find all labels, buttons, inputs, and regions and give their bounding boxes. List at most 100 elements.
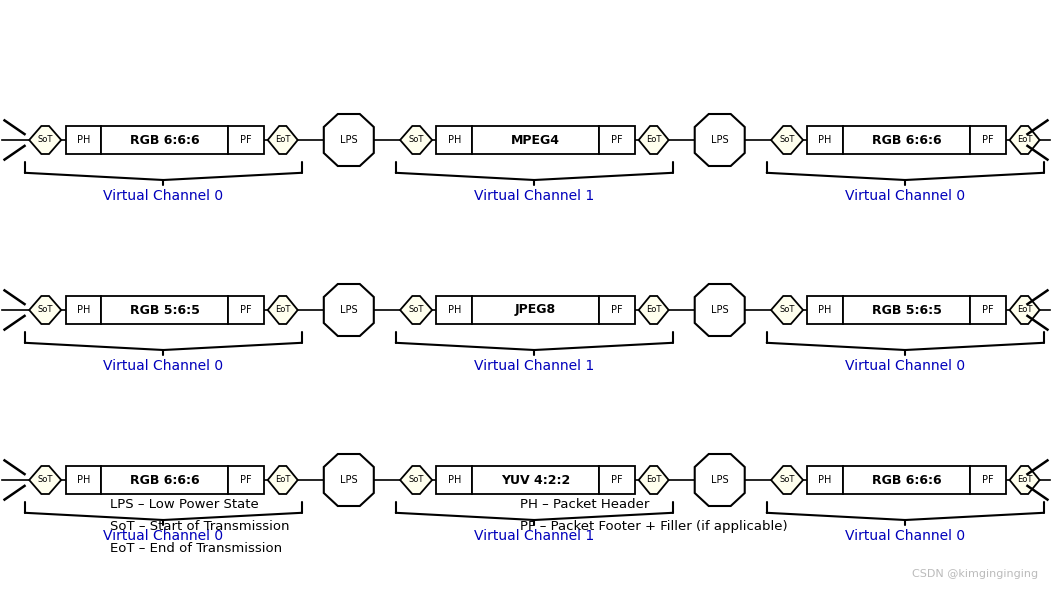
Text: :: : <box>143 476 147 490</box>
FancyBboxPatch shape <box>101 126 229 154</box>
Text: SoT: SoT <box>38 476 53 485</box>
Text: RGB 6:6:6: RGB 6:6:6 <box>872 134 941 147</box>
Text: PF: PF <box>240 305 252 315</box>
Text: PF: PF <box>240 135 252 145</box>
FancyBboxPatch shape <box>970 466 1006 494</box>
FancyBboxPatch shape <box>843 296 970 324</box>
Text: LPS: LPS <box>711 305 729 315</box>
FancyBboxPatch shape <box>472 296 599 324</box>
Text: PF: PF <box>611 135 622 145</box>
Polygon shape <box>1010 466 1039 494</box>
Text: PH: PH <box>448 135 461 145</box>
FancyBboxPatch shape <box>808 466 843 494</box>
FancyBboxPatch shape <box>101 466 229 494</box>
Polygon shape <box>639 296 669 324</box>
FancyBboxPatch shape <box>599 466 635 494</box>
Text: EoT: EoT <box>1017 476 1032 485</box>
Polygon shape <box>771 466 803 494</box>
Polygon shape <box>695 284 744 336</box>
FancyBboxPatch shape <box>229 126 263 154</box>
Text: SoT: SoT <box>779 476 795 485</box>
FancyBboxPatch shape <box>808 296 843 324</box>
FancyBboxPatch shape <box>843 126 970 154</box>
Text: RGB 6:6:6: RGB 6:6:6 <box>872 473 941 486</box>
Text: SoT: SoT <box>409 476 423 485</box>
Text: PH – Packet Header: PH – Packet Header <box>520 498 650 511</box>
FancyBboxPatch shape <box>843 466 970 494</box>
Polygon shape <box>29 466 61 494</box>
FancyBboxPatch shape <box>472 466 599 494</box>
Text: EoT: EoT <box>275 135 291 145</box>
Text: RGB 6:6:6: RGB 6:6:6 <box>130 473 199 486</box>
Text: PH: PH <box>818 475 832 485</box>
Text: Virtual Channel 0: Virtual Channel 0 <box>846 189 966 203</box>
Text: PH: PH <box>818 305 832 315</box>
Text: Virtual Channel 1: Virtual Channel 1 <box>474 189 594 203</box>
Text: SoT: SoT <box>38 135 53 145</box>
Text: Virtual Channel 0: Virtual Channel 0 <box>103 359 223 373</box>
FancyBboxPatch shape <box>970 296 1006 324</box>
Text: RGB 5:6:5: RGB 5:6:5 <box>872 304 941 317</box>
FancyBboxPatch shape <box>436 126 472 154</box>
FancyBboxPatch shape <box>65 466 101 494</box>
Polygon shape <box>267 466 298 494</box>
Polygon shape <box>639 466 669 494</box>
FancyBboxPatch shape <box>436 296 472 324</box>
Polygon shape <box>695 114 744 166</box>
Text: PF: PF <box>240 475 252 485</box>
Text: PH: PH <box>818 135 832 145</box>
Text: EoT: EoT <box>645 476 661 485</box>
Text: LPS: LPS <box>340 135 358 145</box>
Polygon shape <box>267 126 298 154</box>
FancyBboxPatch shape <box>65 296 101 324</box>
Text: SoT – Start of Transmission: SoT – Start of Transmission <box>110 520 290 533</box>
Polygon shape <box>1010 296 1039 324</box>
Text: RGB 5:6:5: RGB 5:6:5 <box>130 304 199 317</box>
Text: Virtual Channel 0: Virtual Channel 0 <box>846 359 966 373</box>
Text: LPS: LPS <box>340 475 358 485</box>
Text: PF: PF <box>611 475 622 485</box>
Text: PH: PH <box>77 305 90 315</box>
Polygon shape <box>323 454 374 506</box>
FancyBboxPatch shape <box>808 126 843 154</box>
Text: SoT: SoT <box>779 306 795 314</box>
Polygon shape <box>771 296 803 324</box>
Text: EoT: EoT <box>1017 306 1032 314</box>
Polygon shape <box>639 126 669 154</box>
Text: LPS: LPS <box>711 475 729 485</box>
Text: CSDN @kimginginging: CSDN @kimginginging <box>912 569 1038 579</box>
Text: Virtual Channel 0: Virtual Channel 0 <box>103 189 223 203</box>
Text: Virtual Channel 0: Virtual Channel 0 <box>103 529 223 543</box>
Text: SoT: SoT <box>409 135 423 145</box>
FancyBboxPatch shape <box>101 296 229 324</box>
FancyBboxPatch shape <box>472 126 599 154</box>
Text: PH: PH <box>448 475 461 485</box>
Text: EoT: EoT <box>275 476 291 485</box>
Text: SoT: SoT <box>38 306 53 314</box>
Text: EoT – End of Transmission: EoT – End of Transmission <box>110 542 282 555</box>
Text: PF: PF <box>982 475 994 485</box>
Text: Virtual Channel 0: Virtual Channel 0 <box>846 529 966 543</box>
Polygon shape <box>323 284 374 336</box>
Text: EoT: EoT <box>645 306 661 314</box>
Text: LPS – Low Power State: LPS – Low Power State <box>110 498 259 511</box>
FancyBboxPatch shape <box>599 296 635 324</box>
FancyBboxPatch shape <box>599 126 635 154</box>
Text: PF: PF <box>982 305 994 315</box>
Text: SoT: SoT <box>409 306 423 314</box>
Text: JPEG8: JPEG8 <box>515 304 556 317</box>
FancyBboxPatch shape <box>229 466 263 494</box>
Polygon shape <box>695 454 744 506</box>
Polygon shape <box>400 466 432 494</box>
Text: LPS: LPS <box>340 305 358 315</box>
Polygon shape <box>771 126 803 154</box>
FancyBboxPatch shape <box>436 466 472 494</box>
Polygon shape <box>29 296 61 324</box>
Text: PH: PH <box>77 135 90 145</box>
Text: PF: PF <box>611 305 622 315</box>
Text: SoT: SoT <box>779 135 795 145</box>
Text: KEY: KEY <box>110 476 140 490</box>
Text: PF – Packet Footer + Filler (if applicable): PF – Packet Footer + Filler (if applicab… <box>520 520 788 533</box>
Text: LPS: LPS <box>711 135 729 145</box>
Polygon shape <box>29 126 61 154</box>
